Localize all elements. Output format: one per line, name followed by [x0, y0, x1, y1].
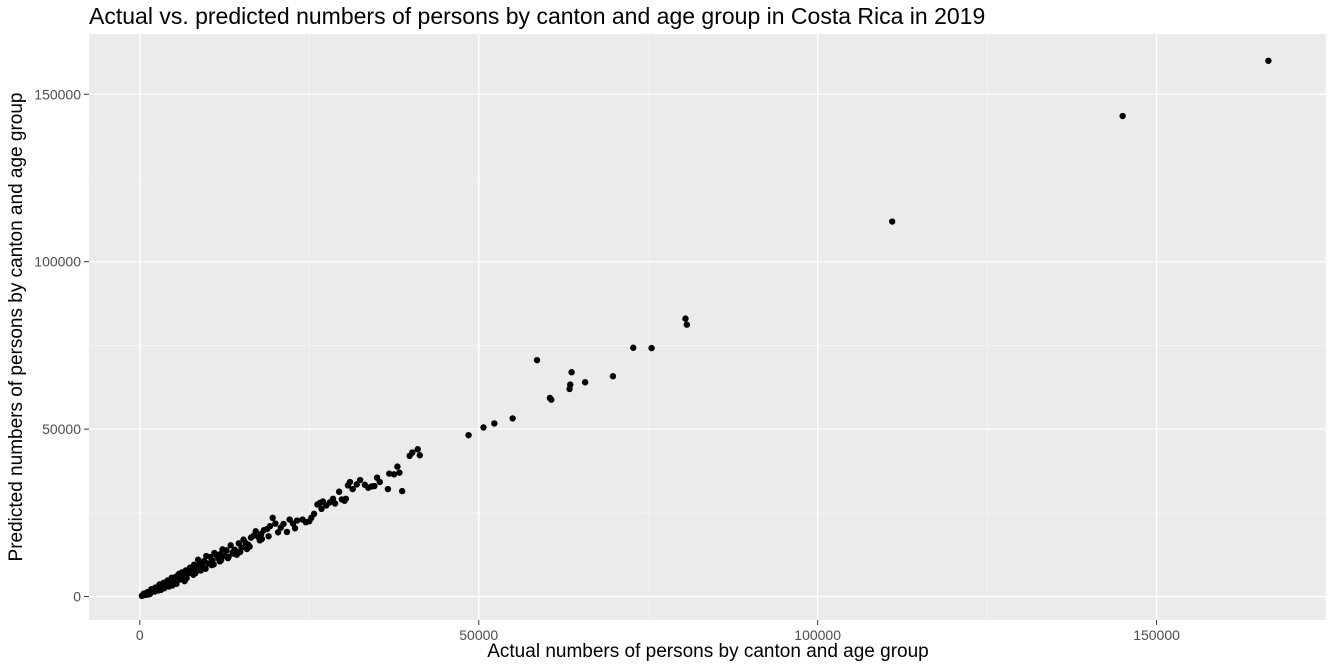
- data-point: [224, 554, 232, 562]
- data-point: [272, 520, 279, 527]
- data-point: [609, 373, 617, 380]
- data-point: [480, 424, 487, 431]
- data-point: [283, 528, 291, 536]
- data-point: [1119, 112, 1126, 120]
- data-point: [361, 481, 369, 488]
- y-tick-label: 50000: [42, 421, 81, 437]
- data-point: [246, 543, 253, 550]
- data-point: [211, 549, 218, 557]
- data-point: [581, 379, 589, 386]
- data-point: [335, 488, 343, 495]
- grid-major-lines: [89, 34, 1326, 620]
- y-tick-label: 0: [73, 589, 81, 605]
- data-point: [235, 540, 242, 547]
- x-tick-label: 150000: [1133, 627, 1180, 643]
- data-point: [144, 591, 152, 598]
- x-tick-label: 0: [136, 627, 144, 643]
- data-point: [216, 558, 224, 565]
- data-point: [491, 420, 498, 427]
- data-point: [414, 446, 421, 453]
- data-point: [390, 471, 398, 478]
- y-tick-label: 150000: [34, 86, 81, 102]
- data-point: [344, 482, 352, 489]
- data-point: [889, 218, 896, 225]
- data-point: [398, 487, 406, 495]
- data-point: [265, 533, 272, 540]
- data-point: [318, 505, 325, 513]
- data-point: [194, 556, 202, 563]
- data-point: [384, 485, 392, 493]
- data-point: [548, 396, 555, 403]
- data-point: [183, 574, 190, 582]
- data-point: [274, 529, 282, 536]
- data-point: [1265, 57, 1272, 64]
- data-point: [230, 550, 238, 557]
- plot-panel: [89, 34, 1326, 620]
- data-point: [269, 514, 276, 522]
- data-point: [208, 561, 215, 569]
- data-point: [396, 469, 403, 476]
- data-point: [394, 463, 401, 470]
- data-point: [509, 415, 516, 422]
- data-point: [202, 565, 209, 572]
- data-point: [203, 552, 210, 560]
- grid-minor-lines: [89, 34, 1327, 620]
- x-axis-label: Actual numbers of persons by canton and …: [487, 641, 929, 662]
- data-point: [386, 470, 393, 477]
- data-point: [566, 385, 573, 393]
- data-point: [175, 570, 183, 577]
- data-point: [376, 478, 383, 486]
- data-point: [568, 369, 575, 376]
- data-point: [236, 548, 244, 556]
- data-point: [356, 476, 364, 484]
- data-points: [138, 57, 1272, 600]
- data-point: [299, 516, 306, 523]
- y-axis-label: Predicted numbers of persons by canton a…: [6, 93, 27, 562]
- data-point: [341, 497, 348, 504]
- data-point: [154, 587, 162, 594]
- y-axis-ticks: 0 50000 100000 150000: [34, 86, 89, 605]
- data-point: [291, 525, 299, 532]
- data-point: [247, 534, 255, 541]
- data-point: [683, 321, 691, 328]
- data-point: [277, 524, 285, 531]
- data-point: [682, 315, 689, 322]
- data-point: [169, 582, 176, 589]
- data-point: [314, 501, 321, 508]
- data-point: [630, 344, 637, 351]
- data-point: [353, 481, 360, 488]
- data-point: [331, 500, 339, 507]
- data-point: [227, 542, 234, 549]
- x-axis-ticks: 0 50000 100000 150000: [136, 620, 1180, 643]
- data-point: [240, 536, 247, 543]
- data-point: [648, 344, 655, 352]
- data-point: [192, 569, 199, 577]
- data-point: [416, 452, 423, 459]
- data-point: [286, 516, 293, 523]
- data-point: [258, 535, 266, 543]
- data-point: [406, 452, 413, 460]
- y-tick-label: 100000: [34, 254, 81, 270]
- x-tick-label: 50000: [459, 627, 498, 643]
- data-point: [465, 431, 472, 439]
- data-point: [161, 584, 168, 592]
- data-point: [349, 485, 356, 493]
- chart-title: Actual vs. predicted numbers of persons …: [89, 3, 985, 29]
- data-point: [533, 356, 541, 364]
- x-tick-label: 100000: [794, 627, 841, 643]
